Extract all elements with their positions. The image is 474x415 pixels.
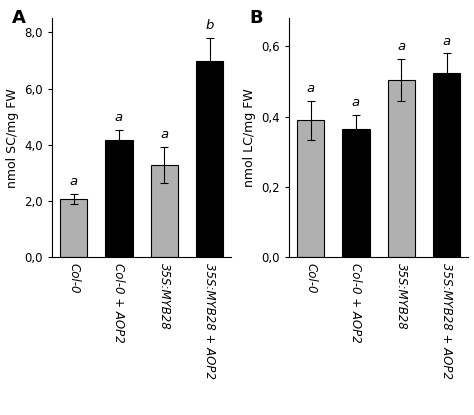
- Y-axis label: nmol LC/mg FW: nmol LC/mg FW: [243, 88, 255, 187]
- Bar: [105, 140, 133, 257]
- Bar: [388, 80, 415, 257]
- Text: a: a: [352, 96, 360, 109]
- Bar: [151, 165, 178, 257]
- Bar: [297, 120, 324, 257]
- Bar: [433, 73, 460, 257]
- Text: a: a: [443, 34, 451, 47]
- Text: a: a: [70, 175, 78, 188]
- Text: A: A: [12, 9, 26, 27]
- Bar: [196, 61, 223, 257]
- Bar: [342, 129, 370, 257]
- Text: a: a: [307, 82, 315, 95]
- Text: a: a: [160, 128, 168, 141]
- Y-axis label: nmol SC/mg FW: nmol SC/mg FW: [6, 88, 18, 188]
- Text: B: B: [249, 9, 263, 27]
- Text: a: a: [115, 111, 123, 124]
- Text: a: a: [397, 40, 405, 53]
- Text: b: b: [205, 19, 214, 32]
- Bar: [60, 199, 87, 257]
